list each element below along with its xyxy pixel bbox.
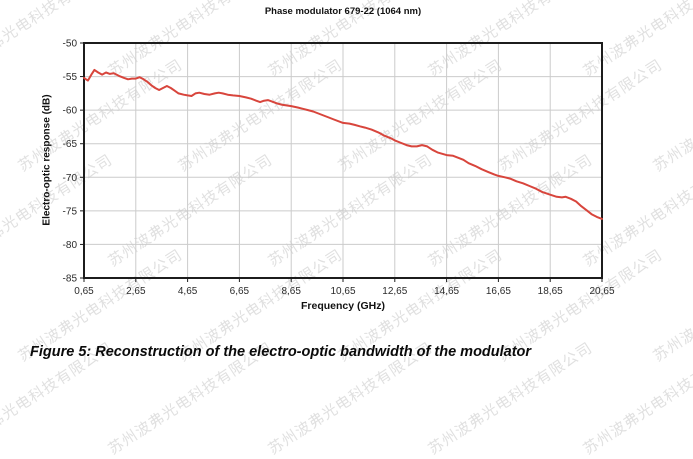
x-tick-label: 4,65: [178, 286, 198, 297]
figure-chart: Phase modulator 679-22 (1064 nm) Electro…: [42, 6, 615, 312]
y-tick-label: -70: [63, 173, 78, 184]
plot-border: [83, 42, 603, 279]
x-tick-label: 0,65: [74, 286, 94, 297]
y-tick-label: -50: [63, 39, 78, 50]
x-tick-label: 2,65: [126, 286, 146, 297]
gridlines: [83, 42, 603, 279]
figure-caption: Figure 5: Reconstruction of the electro-…: [30, 344, 532, 360]
x-tick-label: 6,65: [230, 286, 250, 297]
y-tick-label: -75: [63, 206, 78, 217]
x-tick-label: 16,65: [486, 286, 511, 297]
x-tick-label: 20,65: [589, 286, 614, 297]
x-axis-title: Frequency (GHz): [300, 300, 385, 312]
x-tick-label: 12,65: [382, 286, 407, 297]
y-tick-label: -80: [63, 240, 78, 251]
y-tick-labels: -50 -55 -60 -65 -70 -75 -80 -85: [63, 39, 78, 285]
response-curve: [83, 68, 603, 220]
x-tick-label: 10,65: [330, 286, 355, 297]
chart-title: Phase modulator 679-22 (1064 nm): [264, 6, 422, 17]
plot-area: 0,65 2,65 4,65 6,65 8,65 10,65 12,65 14,65 16,65…: [63, 39, 615, 298]
y-tick-label: -55: [63, 72, 78, 83]
y-tick-label: -85: [63, 274, 78, 285]
x-tick-label: 18,65: [538, 286, 563, 297]
tick-marks: [80, 42, 603, 282]
x-tick-label: 8,65: [281, 286, 301, 297]
y-tick-label: -65: [63, 139, 78, 150]
x-tick-label: 14,65: [434, 286, 459, 297]
y-tick-label: -60: [63, 106, 78, 117]
x-tick-labels: 0,65 2,65 4,65 6,65 8,65 10,65 12,65 14,65 16,65…: [74, 286, 615, 297]
